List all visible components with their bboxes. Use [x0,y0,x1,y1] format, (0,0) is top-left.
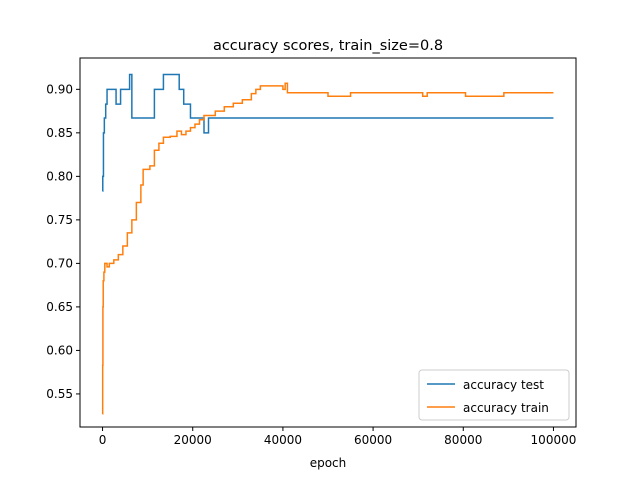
y-tick-label: 0.90 [46,82,73,96]
legend-box [418,369,570,421]
y-tick-label: 0.60 [46,343,73,357]
x-tick-label: 60000 [354,433,392,447]
y-tick-label: 0.75 [46,213,73,227]
legend-label-test: accuracy test [463,378,544,392]
x-tick-label: 100000 [531,433,577,447]
legend-label-train: accuracy train [463,401,549,415]
x-axis: 0 20000 40000 60000 80000 100000 [99,427,577,447]
series-line-accuracy-test [102,73,554,192]
y-tick-label: 0.70 [46,256,73,270]
x-tick-label: 0 [99,433,107,447]
plot-frame [79,57,577,428]
x-axis-label: epoch [310,456,347,470]
x-tick-label: 40000 [264,433,302,447]
y-axis: 0.55 0.60 0.65 0.70 0.75 0.80 0.85 0.90 [46,82,80,401]
x-tick-label: 80000 [444,433,482,447]
y-tick-label: 0.85 [46,126,73,140]
y-tick-label: 0.80 [46,169,73,183]
plot-lines [101,73,554,415]
legend: accuracy test accuracy train [418,369,570,421]
x-tick-label: 20000 [174,433,212,447]
chart-title: accuracy scores, train_size=0.8 [213,38,443,54]
y-tick-label: 0.55 [46,387,73,401]
y-tick-label: 0.65 [46,300,73,314]
series-line-accuracy-train [101,82,554,415]
